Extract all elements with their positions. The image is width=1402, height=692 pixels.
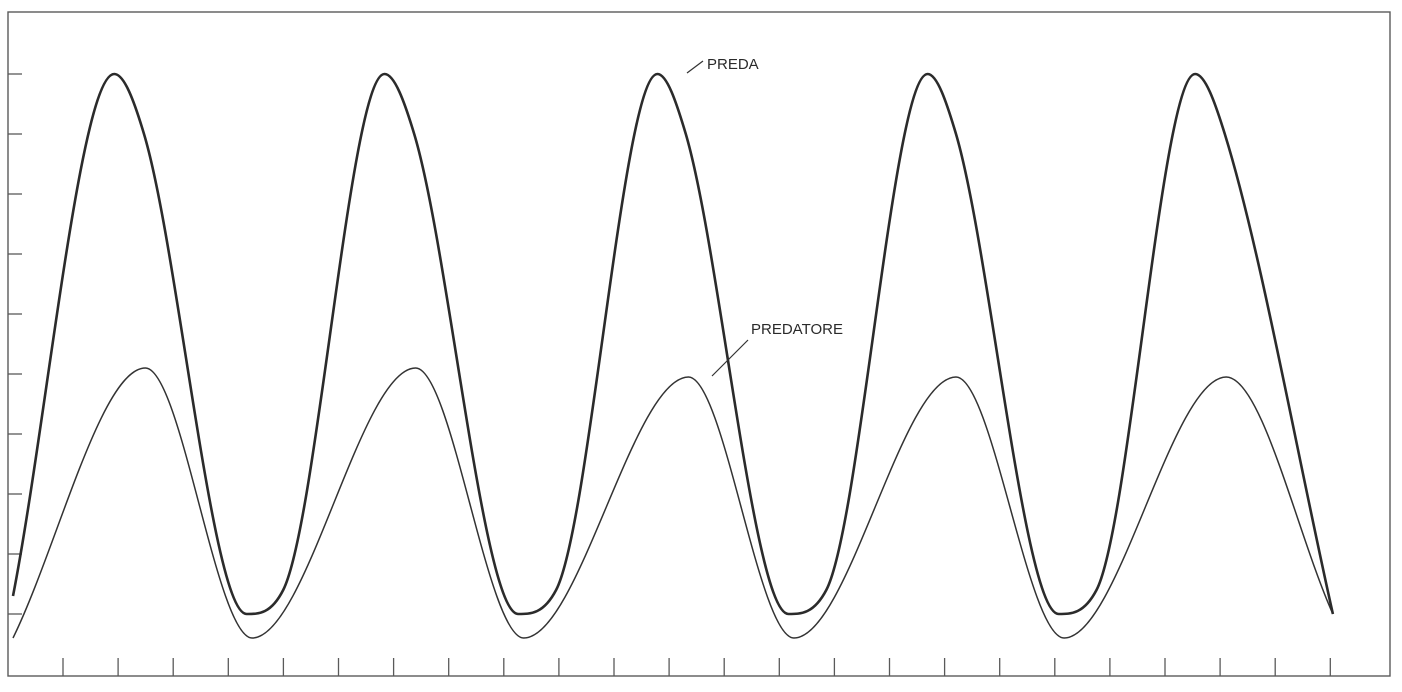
prey-label-leader	[686, 60, 704, 74]
y-axis-ticks	[8, 73, 22, 615]
predator-label-leader	[711, 339, 749, 377]
prey-series-line	[11, 72, 1335, 616]
x-axis-ticks	[62, 658, 1331, 676]
predator-series-line	[12, 367, 1334, 639]
plot-frame	[7, 11, 1391, 677]
predator-label: PREDATORE	[751, 321, 843, 338]
prey-label: PREDA	[707, 56, 759, 73]
